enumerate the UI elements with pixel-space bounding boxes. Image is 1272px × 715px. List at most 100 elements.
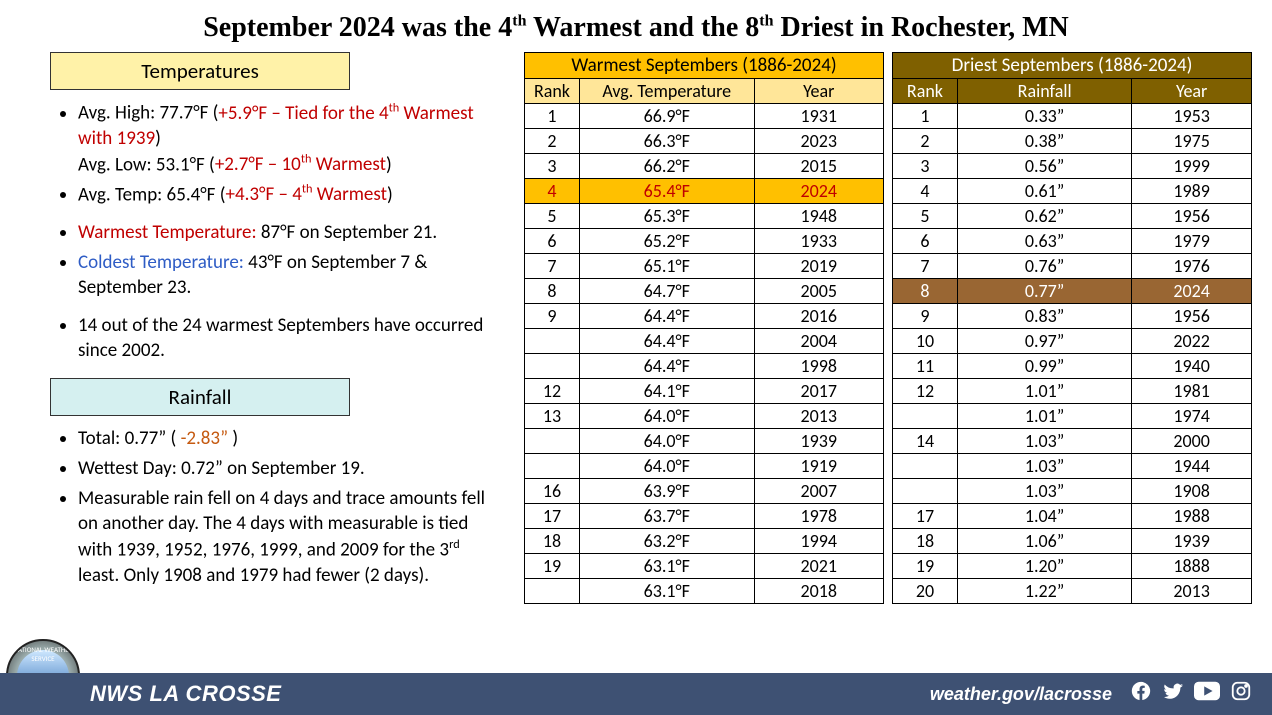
table-cell: 0.33” — [957, 104, 1131, 129]
table-row: 964.4°F2016 — [525, 304, 884, 329]
table-cell: 1.04” — [957, 504, 1131, 529]
table-cell: 66.2°F — [579, 154, 754, 179]
twitter-icon[interactable] — [1162, 680, 1184, 708]
column-header: Rainfall — [957, 79, 1131, 104]
table-cell: 1975 — [1132, 129, 1252, 154]
table-cell: 2005 — [754, 279, 884, 304]
table-cell: 18 — [893, 529, 958, 554]
table-cell: 0.77” — [957, 279, 1131, 304]
facebook-icon[interactable] — [1130, 680, 1152, 708]
table-row: 565.3°F1948 — [525, 204, 884, 229]
table-cell: 2024 — [754, 179, 884, 204]
warmest-table: Warmest Septembers (1886-2024)RankAvg. T… — [524, 52, 884, 604]
table-cell: 19 — [893, 554, 958, 579]
table-cell: 5 — [525, 204, 580, 229]
table-cell: 1999 — [1132, 154, 1252, 179]
table-cell: 2024 — [1132, 279, 1252, 304]
table-cell: 18 — [525, 529, 580, 554]
table-cell: 2007 — [754, 479, 884, 504]
table-cell: 13 — [525, 404, 580, 429]
table-cell: 17 — [893, 504, 958, 529]
instagram-icon[interactable] — [1230, 680, 1252, 708]
table-cell: 65.2°F — [579, 229, 754, 254]
table-cell: 2022 — [1132, 329, 1252, 354]
table-cell: 8 — [893, 279, 958, 304]
table-cell: 9 — [525, 304, 580, 329]
table-cell: 2021 — [754, 554, 884, 579]
table-cell: 5 — [893, 204, 958, 229]
table-cell: 2 — [525, 129, 580, 154]
temperatures-bullets: Avg. High: 77.7°F (+5.9°F – Tied for the… — [50, 100, 504, 364]
table-row: 1863.2°F1994 — [525, 529, 884, 554]
social-icons — [1130, 680, 1252, 708]
table-cell: 1944 — [1132, 454, 1252, 479]
table-cell: 63.1°F — [579, 579, 754, 604]
column-header: Rank — [893, 79, 958, 104]
table-cell: 1956 — [1132, 204, 1252, 229]
table-cell: 8 — [525, 279, 580, 304]
footer-bar: NWS LA CROSSE weather.gov/lacrosse — [0, 673, 1272, 715]
table-cell: 0.97” — [957, 329, 1131, 354]
table-cell: 0.63” — [957, 229, 1131, 254]
table-row: 70.76”1976 — [893, 254, 1252, 279]
list-item: Coldest Temperature: 43°F on September 7… — [78, 250, 504, 301]
temperatures-header: Temperatures — [50, 52, 350, 90]
table-cell: 3 — [893, 154, 958, 179]
table-cell: 1978 — [754, 504, 884, 529]
table-cell: 1939 — [1132, 529, 1252, 554]
table-row: 60.63”1979 — [893, 229, 1252, 254]
column-header: Year — [1132, 79, 1252, 104]
table-cell: 12 — [525, 379, 580, 404]
table-cell: 1888 — [1132, 554, 1252, 579]
table-row: 30.56”1999 — [893, 154, 1252, 179]
left-column: Temperatures Avg. High: 77.7°F (+5.9°F –… — [50, 52, 504, 604]
table-row: 665.2°F1933 — [525, 229, 884, 254]
table-row: 166.9°F1931 — [525, 104, 884, 129]
youtube-icon[interactable] — [1194, 680, 1220, 708]
table-cell: 0.99” — [957, 354, 1131, 379]
table-cell — [525, 579, 580, 604]
table-cell: 1.20” — [957, 554, 1131, 579]
table-cell: 2015 — [754, 154, 884, 179]
table-cell: 1919 — [754, 454, 884, 479]
table-cell: 1988 — [1132, 504, 1252, 529]
table-cell: 12 — [893, 379, 958, 404]
table-row: 366.2°F2015 — [525, 154, 884, 179]
table-cell: 1948 — [754, 204, 884, 229]
table-cell: 1940 — [1132, 354, 1252, 379]
table-cell: 2018 — [754, 579, 884, 604]
table-cell — [525, 454, 580, 479]
rainfall-bullets: Total: 0.77” ( -2.83” )Wettest Day: 0.72… — [50, 426, 504, 588]
table-row: 1.03”1908 — [893, 479, 1252, 504]
table-cell: 63.1°F — [579, 554, 754, 579]
table-cell: 1994 — [754, 529, 884, 554]
table-cell: 1974 — [1132, 404, 1252, 429]
tables-area: Warmest Septembers (1886-2024)RankAvg. T… — [524, 52, 1252, 604]
table-row: 40.61”1989 — [893, 179, 1252, 204]
driest-table: Driest Septembers (1886-2024)RankRainfal… — [892, 52, 1252, 604]
table-row: 1.01”1974 — [893, 404, 1252, 429]
content-area: Temperatures Avg. High: 77.7°F (+5.9°F –… — [0, 52, 1272, 604]
table-cell: 66.9°F — [579, 104, 754, 129]
table-cell: 65.4°F — [579, 179, 754, 204]
table-row: 121.01”1981 — [893, 379, 1252, 404]
table-row: 191.20”1888 — [893, 554, 1252, 579]
table-cell: 1.03” — [957, 429, 1131, 454]
table-cell: 1.03” — [957, 454, 1131, 479]
rainfall-header: Rainfall — [50, 378, 350, 416]
table-cell: 64.7°F — [579, 279, 754, 304]
table-cell: 16 — [525, 479, 580, 504]
table-cell: 64.4°F — [579, 354, 754, 379]
table-cell: 1.06” — [957, 529, 1131, 554]
table-row: 201.22”2013 — [893, 579, 1252, 604]
table-cell: 0.76” — [957, 254, 1131, 279]
table-cell: 1956 — [1132, 304, 1252, 329]
table-cell — [893, 454, 958, 479]
table-row: 141.03”2000 — [893, 429, 1252, 454]
table-row: 1663.9°F2007 — [525, 479, 884, 504]
table-cell: 1989 — [1132, 179, 1252, 204]
table-cell: 1.03” — [957, 479, 1131, 504]
table-row: 266.3°F2023 — [525, 129, 884, 154]
table-cell — [893, 479, 958, 504]
table-row: 90.83”1956 — [893, 304, 1252, 329]
